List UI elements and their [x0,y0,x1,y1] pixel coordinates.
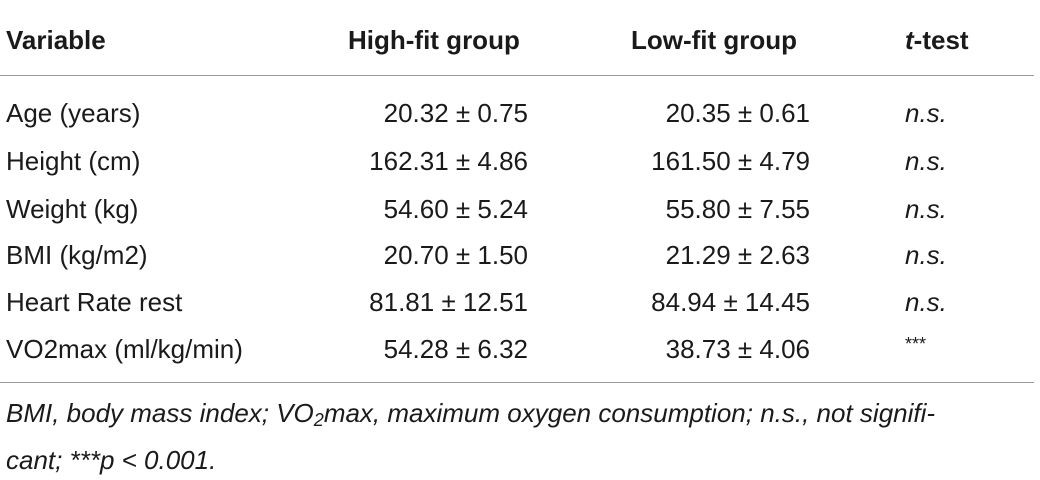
row-vo2max-low-fit: 38.73 ± 4.06 [665,334,810,364]
row-age-high-fit: 20.32 ± 0.75 [383,98,528,128]
row-bmi-ttest: n.s. [905,240,947,270]
row-heart-rate-high-fit: 81.81 ± 12.51 [369,287,528,317]
header-t-test-italic: t [905,25,914,55]
row-heart-rate-ttest: n.s. [905,287,947,317]
row-vo2max-ttest: *** [905,334,927,354]
row-height-variable: Height (cm) [6,146,141,176]
header-low-fit-group: Low-fit group [631,25,798,55]
footnote-part2: max, maximum oxygen consumption; n.s., n… [323,398,936,428]
footnote-line2: cant; ***p < 0.001. [6,445,217,475]
header-t-test: t-test [905,25,969,55]
footnote-part1: BMI, body mass index; VO [6,398,314,428]
row-height-high-fit: 162.31 ± 4.86 [369,146,528,176]
header-variable: Variable [6,25,106,55]
header-divider [0,75,1034,76]
row-heart-rate-low-fit: 84.94 ± 14.45 [651,287,810,317]
row-height-ttest: n.s. [905,146,947,176]
row-weight-low-fit: 55.80 ± 7.55 [665,194,810,224]
row-vo2max-high-fit: 54.28 ± 6.32 [383,334,528,364]
table-bottom-divider [0,382,1034,383]
row-age-variable: Age (years) [6,98,141,128]
row-vo2max-variable: VO2max (ml/kg/min) [6,334,243,364]
row-age-low-fit: 20.35 ± 0.61 [665,98,810,128]
row-age-ttest: n.s. [905,98,947,128]
footnote-subscript: 2 [313,410,324,430]
row-heart-rate-variable: Heart Rate rest [6,287,183,317]
row-bmi-low-fit: 21.29 ± 2.63 [665,240,810,270]
row-weight-high-fit: 54.60 ± 5.24 [383,194,528,224]
row-bmi-variable: BMI (kg/m2) [6,240,148,270]
header-high-fit-group: High-fit group [348,25,520,55]
row-bmi-high-fit: 20.70 ± 1.50 [383,240,528,270]
row-weight-ttest: n.s. [905,194,947,224]
row-height-low-fit: 161.50 ± 4.79 [651,146,810,176]
row-weight-variable: Weight (kg) [6,194,139,224]
header-t-test-rest: -test [913,25,969,55]
table-footnote: BMI, body mass index; VO2max, maximum ox… [6,393,1028,480]
